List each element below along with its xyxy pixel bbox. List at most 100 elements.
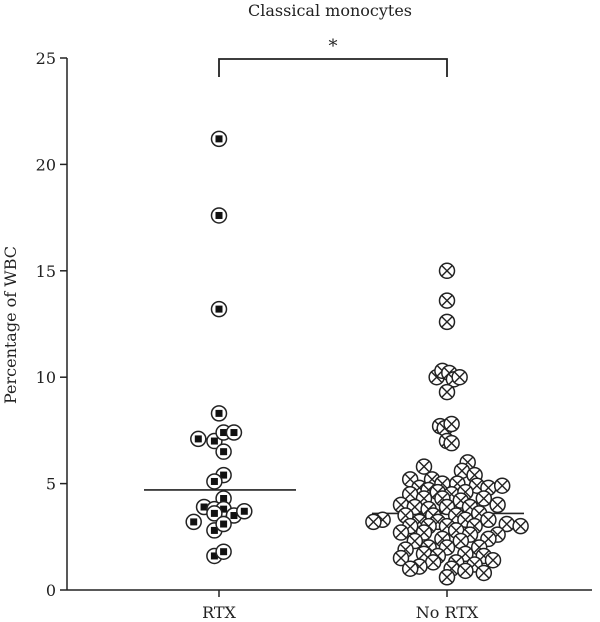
x-tick-label: No RTX: [416, 603, 479, 622]
y-tick-label: 5: [46, 475, 56, 494]
significance-bracket: *: [218, 36, 448, 77]
point-square: [220, 471, 228, 479]
x-in-circle-point: [438, 568, 456, 586]
point-cross: [478, 492, 490, 505]
point-cross: [441, 501, 453, 513]
point-cross: [441, 386, 453, 398]
x-in-circle-point: [475, 564, 493, 582]
x-in-circle-point: [401, 560, 419, 577]
x-in-circle-point: [392, 549, 410, 567]
square-in-circle-point: [206, 505, 223, 522]
point-cross: [468, 469, 481, 481]
x-in-circle-point: [438, 313, 456, 331]
x-in-circle-point: [480, 511, 497, 529]
x-in-circle-point: [512, 517, 529, 535]
point-square: [210, 526, 218, 534]
x-in-circle-point: [365, 513, 382, 531]
x-in-circle-point: [401, 471, 419, 488]
point-square: [215, 305, 223, 313]
point-cross: [395, 499, 407, 511]
point-cross: [404, 488, 416, 501]
point-square: [190, 518, 198, 526]
point-square: [210, 437, 218, 445]
x-in-circle-point: [424, 554, 442, 571]
square-in-circle-point: [210, 300, 228, 318]
y-tick-label: 0: [46, 581, 56, 600]
point-square: [210, 477, 218, 485]
x-in-circle-point: [484, 551, 502, 569]
x-in-circle-point: [415, 458, 433, 475]
point-cross: [496, 479, 508, 492]
x-tick-label: RTX: [202, 603, 236, 622]
point-cross: [459, 565, 472, 577]
point-cross: [441, 316, 453, 328]
point-cross: [459, 513, 472, 526]
point-cross: [395, 526, 407, 539]
point-cross: [450, 524, 462, 537]
x-in-circle-point: [438, 262, 456, 280]
point-cross: [464, 501, 476, 513]
point-cross: [491, 499, 504, 511]
significance-star: *: [329, 36, 338, 57]
y-axis: 0 5 10 15 20 25: [36, 49, 68, 600]
point-square: [215, 135, 223, 143]
point-cross: [473, 507, 485, 520]
point-square: [230, 429, 238, 437]
point-cross: [404, 562, 416, 575]
point-cross: [473, 541, 485, 554]
point-square: [200, 503, 208, 511]
point-square: [220, 448, 228, 456]
point-square: [210, 552, 218, 560]
point-square: [194, 435, 202, 443]
square-in-circle-point: [185, 513, 202, 531]
point-cross: [418, 460, 430, 473]
x-axis: RTX No RTX: [67, 589, 592, 622]
x-in-circle-point: [443, 434, 460, 452]
point-cross: [456, 465, 468, 477]
point-cross: [514, 520, 527, 532]
point-cross: [478, 567, 490, 579]
point-cross: [453, 371, 466, 383]
point-cross: [436, 492, 449, 505]
square-in-circle-point: [210, 405, 228, 422]
point-square: [220, 505, 228, 513]
square-in-circle-point: [215, 443, 232, 460]
point-cross: [367, 516, 380, 528]
y-tick-label: 10: [36, 368, 56, 387]
point-cross: [427, 556, 439, 569]
point-square: [240, 507, 248, 515]
point-cross: [441, 294, 453, 307]
point-cross: [455, 535, 467, 547]
x-in-circle-point: [493, 477, 511, 494]
point-cross: [455, 494, 467, 507]
point-square: [220, 429, 228, 437]
point-cross: [441, 571, 453, 584]
x-in-circle-point: [401, 485, 419, 503]
point-square: [220, 520, 228, 528]
y-tick-label: 25: [36, 49, 56, 68]
point-cross: [450, 509, 462, 522]
point-square: [220, 494, 228, 502]
point-cross: [482, 513, 495, 526]
x-in-circle-point: [443, 415, 460, 433]
point-cross: [436, 533, 449, 545]
y-axis-label: Percentage of WBC: [1, 246, 20, 404]
significance-bracket-line: [218, 58, 448, 77]
y-tick-label: 20: [36, 155, 56, 174]
square-in-circle-point: [210, 130, 228, 148]
point-cross: [418, 548, 430, 560]
point-square: [220, 548, 228, 556]
point-square: [215, 409, 223, 417]
square-in-circle-point: [215, 515, 232, 533]
x-in-circle-point: [438, 383, 456, 401]
x-in-circle-point: [451, 368, 468, 386]
point-cross: [395, 552, 407, 564]
data-points: [185, 130, 529, 586]
point-cross: [445, 437, 458, 449]
square-in-circle-point: [225, 424, 243, 441]
square-in-circle-point: [210, 207, 228, 224]
point-square: [210, 509, 218, 517]
square-in-circle-point: [236, 503, 253, 520]
point-cross: [404, 473, 416, 486]
